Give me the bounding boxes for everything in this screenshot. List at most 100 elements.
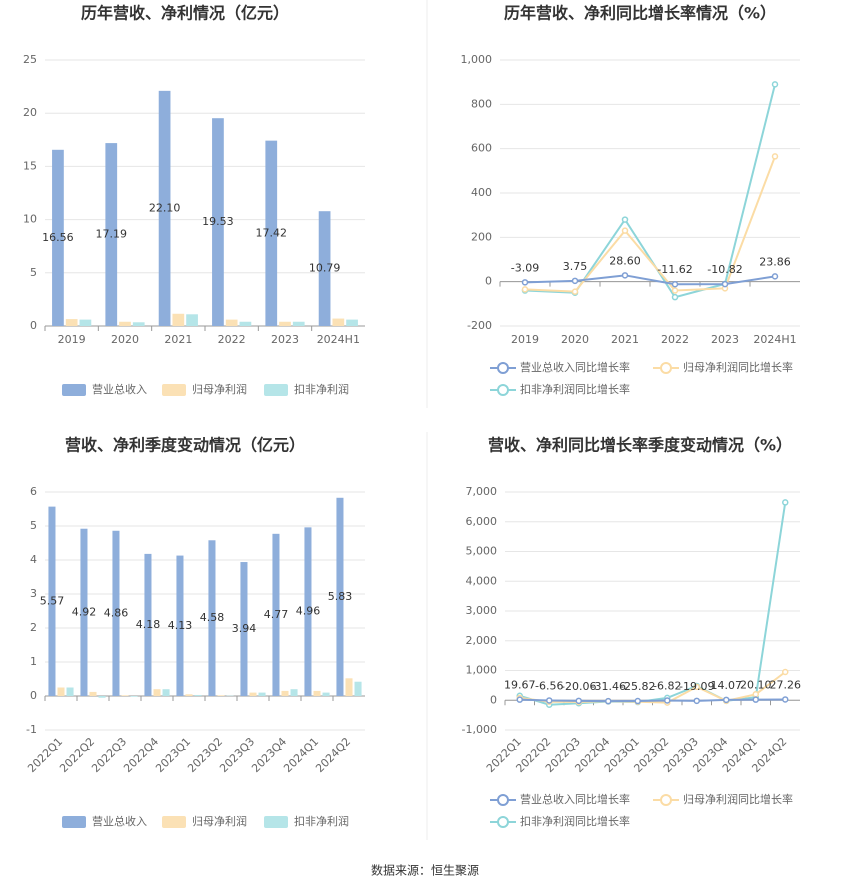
point <box>516 696 523 703</box>
x-tick-label: 2021 <box>164 333 192 346</box>
y-tick-label: 4 <box>30 553 37 566</box>
bar <box>240 562 248 696</box>
bar <box>322 692 330 696</box>
x-tick-label: 2022 <box>218 333 246 346</box>
chart-title: 营收、净利同比增长率季度变动情况（%） <box>488 436 792 455</box>
point <box>571 288 579 295</box>
bar <box>66 687 74 696</box>
point <box>723 696 730 704</box>
legend-swatch <box>264 384 288 396</box>
value-label: -31.46 <box>591 680 626 693</box>
legend-label: 营业总收入 <box>92 382 147 396</box>
x-tick-label: 2019 <box>511 333 539 346</box>
value-label: 4.86 <box>104 606 129 619</box>
y-tick-label: 6 <box>30 485 37 498</box>
bar <box>57 687 65 696</box>
point <box>771 153 779 160</box>
value-label: 20.10 <box>740 679 772 692</box>
value-label: 4.18 <box>136 618 161 631</box>
value-label: 28.60 <box>609 254 641 267</box>
legend-swatch <box>497 816 509 828</box>
point <box>621 272 629 279</box>
value-label: -6.82 <box>653 679 681 692</box>
y-tick-label: 2,000 <box>466 634 498 647</box>
point <box>721 280 729 288</box>
y-tick-label: -1,000 <box>462 723 497 736</box>
point <box>671 280 679 288</box>
point <box>605 697 612 705</box>
value-label: -3.09 <box>511 261 539 274</box>
bar <box>336 497 344 696</box>
y-tick-label: 5 <box>30 519 37 532</box>
value-label: 27.26 <box>770 678 802 691</box>
y-tick-label: 3 <box>30 587 37 600</box>
legend-swatch <box>62 816 86 828</box>
value-label: -20.06 <box>561 680 596 693</box>
chart-title: 历年营收、净利情况（亿元） <box>81 4 289 23</box>
bar <box>80 528 88 696</box>
bar <box>112 530 120 696</box>
bar <box>176 555 184 696</box>
legend-label: 营业总收入 <box>92 814 147 828</box>
bar <box>186 314 198 326</box>
legend-label: 扣非净利润同比增长率 <box>520 382 630 396</box>
value-label: 17.19 <box>96 228 128 241</box>
point <box>752 691 759 698</box>
value-label: 19.67 <box>504 679 536 692</box>
bar <box>98 696 106 698</box>
legend-swatch <box>497 794 509 806</box>
bar <box>318 211 331 326</box>
point <box>752 696 759 703</box>
source: 数据来源：恒生聚源 <box>371 863 479 878</box>
bar <box>239 321 252 326</box>
y-tick-label: 0 <box>30 319 37 332</box>
legend-label: 营业总收入同比增长率 <box>520 792 630 806</box>
bar <box>332 318 345 326</box>
y-tick-label: 0 <box>30 689 37 702</box>
bar <box>225 319 238 326</box>
bar <box>158 90 171 326</box>
legend-label: 归母净利润同比增长率 <box>683 792 793 806</box>
bar <box>290 689 298 696</box>
bar <box>272 533 280 696</box>
legend-label: 归母净利润同比增长率 <box>683 360 793 374</box>
y-tick-label: 800 <box>471 97 492 110</box>
legend-swatch <box>497 384 509 396</box>
point <box>782 499 789 506</box>
legend-swatch <box>162 384 186 396</box>
y-tick-label: 5,000 <box>466 545 498 558</box>
legend-swatch <box>62 384 86 396</box>
value-label: 22.10 <box>149 201 181 214</box>
y-tick-label: 1,000 <box>466 664 498 677</box>
bar <box>304 527 312 696</box>
bar <box>346 319 358 326</box>
legend-label: 扣非净利润同比增长率 <box>520 814 630 828</box>
bar <box>153 689 161 696</box>
line <box>524 274 776 286</box>
value-label: 4.77 <box>264 608 289 621</box>
point <box>521 286 529 293</box>
x-tick-label: 2022 <box>661 333 689 346</box>
bar <box>185 694 193 696</box>
legend-swatch <box>660 794 672 806</box>
point <box>693 683 700 691</box>
bar <box>249 692 257 696</box>
y-tick-label: 3,000 <box>466 604 498 617</box>
value-label: 4.92 <box>72 605 97 618</box>
y-tick-label: 200 <box>471 230 492 243</box>
bar <box>217 695 225 696</box>
value-label: 3.75 <box>563 260 588 273</box>
bar <box>119 321 131 326</box>
bar <box>65 319 78 326</box>
bar <box>162 689 170 696</box>
bar <box>89 691 97 696</box>
bar <box>52 149 64 326</box>
point <box>771 81 779 88</box>
x-tick-label: 2020 <box>111 333 139 346</box>
bar <box>208 540 216 696</box>
y-tick-label: 7,000 <box>466 485 498 498</box>
y-tick-label: 15 <box>23 159 37 172</box>
y-tick-label: 600 <box>471 142 492 155</box>
line <box>519 502 787 706</box>
